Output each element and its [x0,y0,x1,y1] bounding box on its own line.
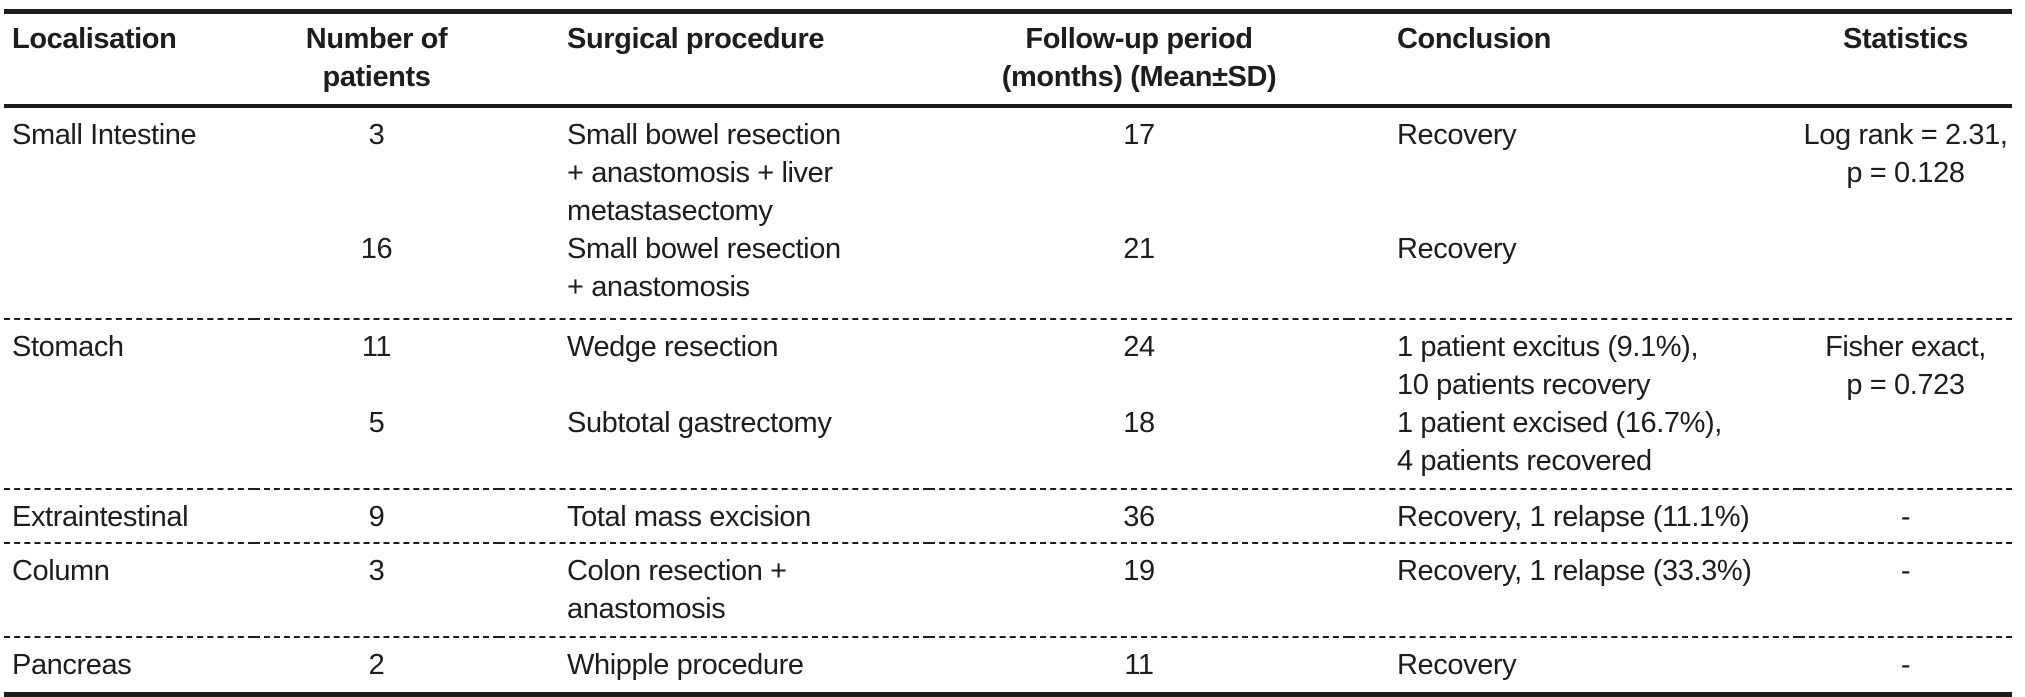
section-stomach: Stomach 11 Wedge resection 24 1 patient … [4,318,2012,489]
section-pancreas: Pancreas 2 Whipple procedure 11 Recovery… [4,636,2012,695]
table-row: Extraintestinal 9 Total mass excision 36… [4,488,2012,543]
cell-procedure: Colon resection + anastomosis [499,542,929,637]
section-small-intestine: Small Intestine 3 Small bowel resection … [4,106,2012,319]
table-row: Column 3 Colon resection + anastomosis 1… [4,542,2012,637]
table-row: Small Intestine 3 Small bowel resection … [4,106,2012,230]
cell-statistics: Fisher exact, p = 0.723 [1799,318,2012,404]
table-row: Pancreas 2 Whipple procedure 11 Recovery… [4,636,2012,695]
cell-localisation [4,230,254,319]
table-header: Localisation Number of patients Surgical… [4,11,2012,108]
cell-procedure: Total mass excision [499,488,929,543]
col-header-patients: Number of patients [254,11,499,108]
cell-localisation: Pancreas [4,636,254,695]
cell-localisation: Stomach [4,318,254,404]
cell-patients: 16 [360,233,393,265]
cell-statistics [1799,404,2012,489]
cell-patients: 2 [254,636,499,695]
cell-patients: 3 [368,119,385,151]
cell-localisation [4,404,254,489]
cell-conclusion: Recovery, 1 relapse (33.3%) [1349,542,1799,637]
cell-patients: 9 [254,488,499,543]
cell-followup: 19 [929,542,1349,637]
table-row: 16 Small bowel resection + anastomosis 2… [4,230,2012,319]
cell-followup: 36 [929,488,1349,543]
header-row: Localisation Number of patients Surgical… [4,11,2012,108]
cell-patients: 3 [254,542,499,637]
cell-statistics: - [1799,488,2012,543]
cell-localisation: Column [4,542,254,637]
cell-statistics: Log rank = 2.31, p = 0.128 [1803,119,2008,189]
cell-patients: 5 [368,407,385,439]
cell-localisation: Extraintestinal [4,488,254,543]
cell-procedure: Small bowel resection + anastomosis [567,233,841,303]
col-header-statistics: Statistics [1799,11,2012,108]
cell-followup: 21 [1123,233,1155,265]
cell-statistics [1799,230,2012,319]
cell-statistics: - [1799,542,2012,637]
cell-conclusion: 1 patient excised (16.7%), 4 patients re… [1397,407,1722,477]
cell-followup: 18 [1123,407,1155,439]
col-header-followup: Follow-up period (months) (Mean±SD) [929,11,1349,108]
cell-procedure: Small bowel resection + anastomosis + li… [567,119,841,227]
cell-followup: 24 [929,318,1349,404]
cell-conclusion: Recovery, 1 relapse (11.1%) [1349,488,1799,543]
col-header-localisation: Localisation [4,11,254,108]
cell-localisation: Small Intestine [12,119,197,151]
results-table: Localisation Number of patients Surgical… [4,9,2012,697]
cell-conclusion: Recovery [1397,119,1517,151]
col-header-conclusion: Conclusion [1349,11,1799,108]
cell-conclusion: 1 patient excitus (9.1%), 10 patients re… [1349,318,1799,404]
cell-followup: 11 [929,636,1349,695]
cell-conclusion: Recovery [1349,636,1799,695]
col-header-procedure: Surgical procedure [499,11,929,108]
cell-conclusion: Recovery [1397,233,1517,265]
cell-procedure: Subtotal gastrectomy [567,407,832,439]
cell-followup: 17 [1123,119,1155,151]
cell-procedure: Whipple procedure [499,636,929,695]
table-row: Stomach 11 Wedge resection 24 1 patient … [4,318,2012,404]
section-extraintestinal: Extraintestinal 9 Total mass excision 36… [4,488,2012,543]
cell-statistics: - [1799,636,2012,695]
cell-patients: 11 [254,318,499,404]
section-column: Column 3 Colon resection + anastomosis 1… [4,542,2012,637]
table-row: 5 Subtotal gastrectomy 18 1 patient exci… [4,404,2012,489]
cell-procedure: Wedge resection [499,318,929,404]
